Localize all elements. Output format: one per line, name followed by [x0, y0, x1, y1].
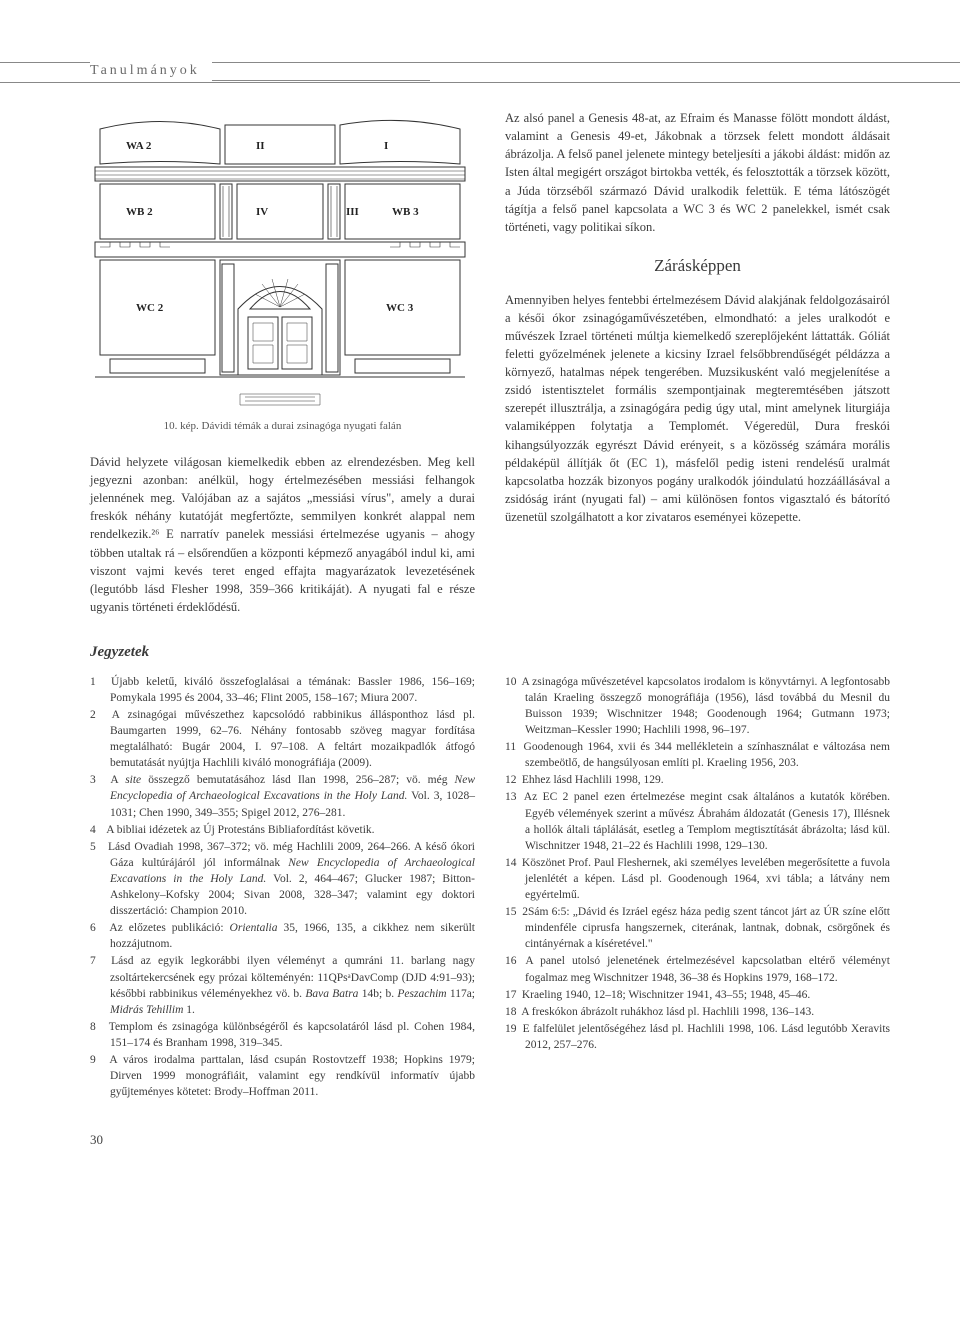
notes-list-left: 1 Újabb keletű, kiváló összefoglalásai a… [90, 674, 475, 1101]
note-number: 19 [505, 1021, 519, 1037]
header-rule-bot [0, 82, 960, 83]
notes-list-right: 10 A zsinagóga művészetével kapcsolatos … [505, 674, 890, 1101]
closing-subhead: Zárásképpen [505, 254, 890, 279]
note-number: 14 [505, 855, 519, 871]
note-number: 12 [505, 772, 519, 788]
note-number: 7 [90, 953, 104, 969]
note-item: 5 Lásd Ovadiah 1998, 367–372; vö. még Ha… [90, 839, 475, 919]
mid-left-paragraph: Dávid helyzete világosan kiemelkedik ebb… [90, 453, 475, 616]
text-column-right: Az alsó panel a Genesis 48-at, az Efraim… [505, 109, 890, 616]
note-number: 3 [90, 772, 104, 788]
mid-right-paragraph: Amennyiben helyes fentebbi értelmezésem … [505, 291, 890, 527]
fig-label-wb2: WB 2 [126, 205, 153, 221]
note-number: 4 [90, 822, 104, 838]
figure-10: WA 2 II I WB 2 IV III WB 3 WC 2 WC 3 [90, 109, 470, 409]
page-header: Tanulmányok [90, 60, 890, 81]
note-number: 8 [90, 1019, 104, 1035]
top-block: WA 2 II I WB 2 IV III WB 3 WC 2 WC 3 10.… [90, 109, 890, 616]
note-item: 19 E falfelület jelentőségéhez lásd pl. … [505, 1021, 890, 1053]
fig-label-wa2: WA 2 [126, 139, 151, 155]
notes-heading: Jegyzetek [90, 642, 890, 664]
page-number: 30 [90, 1131, 890, 1150]
fig-label-wc2: WC 2 [136, 301, 163, 317]
note-number: 11 [505, 739, 519, 755]
section-label: Tanulmányok [90, 60, 212, 82]
note-number: 16 [505, 953, 519, 969]
note-item: 3 A site összegző bemutatásához lásd Ila… [90, 772, 475, 820]
note-number: 6 [90, 920, 104, 936]
note-item: 15 2Sám 6:5: „Dávid és Izráel egész háza… [505, 904, 890, 952]
note-number: 5 [90, 839, 104, 855]
note-item: 1 Újabb keletű, kiváló összefoglalásai a… [90, 674, 475, 706]
note-item: 17 Kraeling 1940, 12–18; Wischnitzer 194… [505, 987, 890, 1003]
fig-label-ii: II [256, 139, 265, 155]
fig-label-iii: III [346, 205, 359, 221]
note-number: 17 [505, 987, 519, 1003]
note-number: 18 [505, 1004, 519, 1020]
note-item: 13 Az EC 2 panel ezen értelmezése megint… [505, 789, 890, 853]
note-item: 6 Az előzetes publikáció: Orientalia 35,… [90, 920, 475, 952]
note-item: 12 Ehhez lásd Hachlili 1998, 129. [505, 772, 890, 788]
note-number: 13 [505, 789, 519, 805]
note-item: 4 A bibliai idézetek az Új Protestáns Bi… [90, 822, 475, 838]
note-item: 10 A zsinagóga művészetével kapcsolatos … [505, 674, 890, 738]
note-item: 14 Köszönet Prof. Paul Fleshernek, aki s… [505, 855, 890, 903]
fig-label-iv: IV [256, 205, 268, 221]
note-number: 9 [90, 1052, 104, 1068]
fig-label-wb3: WB 3 [392, 205, 419, 221]
note-item: 7 Lásd az egyik legkorábbi ilyen vélemén… [90, 953, 475, 1017]
note-item: 16 A panel utolsó jelenetének értelmezés… [505, 953, 890, 985]
top-right-paragraph: Az alsó panel a Genesis 48-at, az Efraim… [505, 109, 890, 236]
note-item: 11 Goodenough 1964, xvii és 344 mellékle… [505, 739, 890, 771]
figure-column: WA 2 II I WB 2 IV III WB 3 WC 2 WC 3 10.… [90, 109, 475, 616]
note-item: 2 A zsinagógai művészethez kapcsolódó ra… [90, 707, 475, 771]
note-number: 10 [505, 674, 519, 690]
note-item: 8 Templom és zsinagóga különbségéről és … [90, 1019, 475, 1051]
note-number: 1 [90, 674, 104, 690]
note-item: 18 A freskókon ábrázolt ruhákhoz lásd pl… [505, 1004, 890, 1020]
figure-caption: 10. kép. Dávidi témák a durai zsinagóga … [90, 419, 475, 435]
fig-label-wc3: WC 3 [386, 301, 413, 317]
fig-label-i: I [384, 139, 388, 155]
note-number: 2 [90, 707, 104, 723]
note-item: 9 A város irodalma parttalan, lásd csupá… [90, 1052, 475, 1100]
notes-columns: 1 Újabb keletű, kiváló összefoglalásai a… [90, 674, 890, 1101]
note-number: 15 [505, 904, 519, 920]
